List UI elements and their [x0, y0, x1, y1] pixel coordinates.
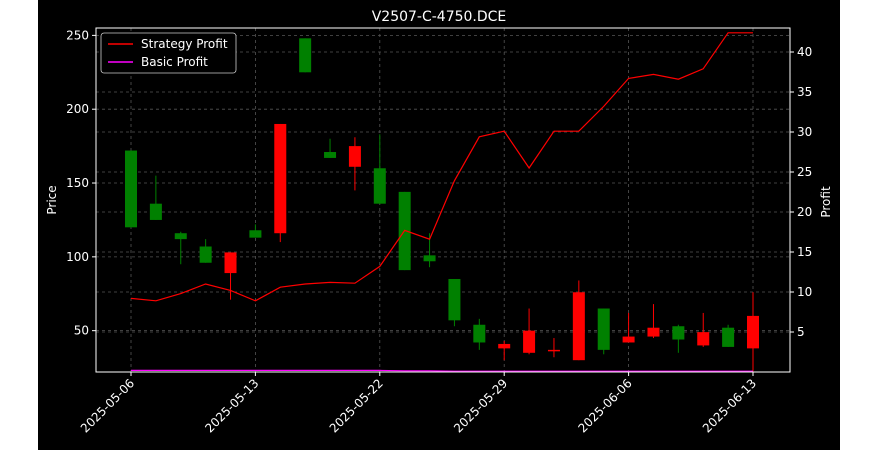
profit-lines: [130, 32, 753, 372]
candle-body: [199, 246, 212, 263]
left-y-tick-label: 150: [66, 176, 89, 190]
left-y-tick-label: 250: [66, 28, 89, 42]
candle-body: [473, 324, 486, 343]
candle-body: [149, 203, 162, 220]
right-y-tick-label: 40: [797, 45, 812, 59]
candle-body: [672, 326, 685, 340]
plot-frame: [95, 27, 791, 373]
legend-box: [100, 32, 237, 74]
right-y-tick-label: 10: [797, 285, 812, 299]
candle-body: [249, 230, 262, 238]
candle-body: [547, 349, 560, 352]
candle-body: [174, 233, 187, 240]
candle-body: [224, 252, 237, 274]
candle-body: [622, 336, 635, 343]
candle-body: [423, 255, 436, 262]
right-y-tick-label: 25: [797, 165, 812, 179]
candle-body: [125, 150, 137, 228]
right-y-axis: 5 10 15 20 25 30 35 40: [790, 45, 812, 339]
left-y-tick-label: 100: [66, 250, 89, 264]
candle-body: [647, 327, 660, 337]
candle-body: [274, 123, 287, 234]
right-y-tick-label: 30: [797, 125, 812, 139]
candle-body: [498, 343, 511, 349]
candle-body: [448, 278, 461, 321]
candle-body: [373, 168, 386, 204]
left-y-axis-label: Price: [45, 185, 59, 214]
legend-label-strategy-profit: Strategy Profit: [141, 37, 228, 51]
candle-body: [523, 330, 536, 353]
left-y-axis: 50 100 150 200 250: [66, 28, 96, 338]
basic-profit-line: [131, 369, 753, 372]
figure-background: [38, 0, 840, 450]
chart-title: V2507-C-4750.DCE: [372, 9, 507, 25]
candle-body: [697, 332, 710, 346]
right-y-axis-label: Profit: [819, 186, 833, 218]
candlestick-series: [125, 38, 759, 375]
candle-body: [299, 38, 312, 73]
legend: Strategy Profit Basic Profit: [100, 32, 237, 74]
candle-body: [348, 146, 361, 167]
left-y-tick-label: 200: [66, 102, 89, 116]
candle-body: [572, 292, 585, 361]
strategy-profit-line: [130, 32, 753, 302]
candle-body: [597, 308, 610, 350]
right-y-tick-label: 5: [797, 325, 805, 339]
candle-body: [324, 152, 337, 158]
left-y-tick-label: 50: [74, 324, 89, 338]
right-y-tick-label: 35: [797, 85, 812, 99]
candle-body: [722, 327, 735, 347]
right-y-tick-label: 20: [797, 205, 812, 219]
candle-body: [747, 315, 759, 349]
legend-label-basic-profit: Basic Profit: [141, 55, 208, 69]
right-y-tick-label: 15: [797, 245, 812, 259]
